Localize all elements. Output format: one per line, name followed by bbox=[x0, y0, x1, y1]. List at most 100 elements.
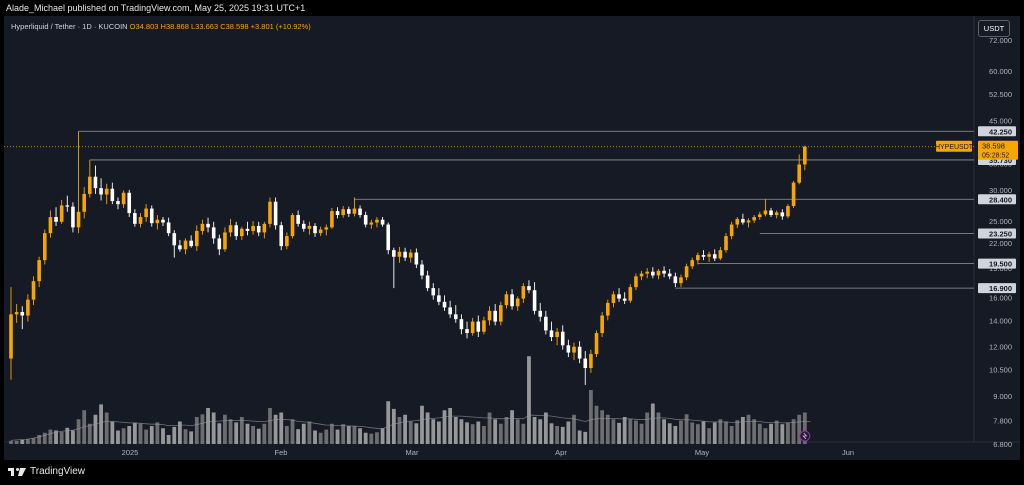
candle-body bbox=[476, 321, 481, 332]
volume-bar bbox=[375, 432, 379, 444]
candle-body bbox=[544, 316, 548, 331]
candle-body bbox=[217, 238, 222, 250]
volume-bar bbox=[741, 417, 745, 444]
volume-bar bbox=[313, 430, 317, 444]
candle-body bbox=[712, 254, 717, 259]
candle-body bbox=[425, 275, 430, 289]
volume-bar bbox=[352, 426, 357, 444]
volume-bar bbox=[667, 423, 672, 444]
volume-bar bbox=[679, 420, 683, 444]
volume-bar bbox=[256, 428, 261, 444]
x-tick-label: 2025 bbox=[122, 448, 139, 457]
volume-bar bbox=[54, 430, 58, 444]
volume-bar bbox=[448, 408, 453, 444]
candle-body bbox=[330, 211, 334, 228]
volume-bar bbox=[290, 419, 295, 444]
symbol-tag: HYPEUSDT bbox=[935, 144, 974, 151]
volume-bar bbox=[324, 429, 329, 444]
volume-bar bbox=[408, 421, 413, 444]
volume-bar bbox=[403, 414, 407, 444]
candle-body bbox=[431, 288, 436, 296]
candle-body bbox=[617, 294, 621, 299]
volume-bar bbox=[31, 438, 36, 444]
level-label-bg bbox=[978, 126, 1016, 137]
y-tick-label: 25.000 bbox=[989, 217, 1012, 226]
volume-bar bbox=[572, 414, 576, 444]
y-tick-label: 14.000 bbox=[989, 316, 1012, 325]
candle-body bbox=[690, 260, 695, 267]
candle-body bbox=[774, 212, 779, 216]
volume-bar bbox=[527, 356, 531, 444]
candle-body bbox=[746, 220, 751, 223]
tradingview-brand[interactable]: TradingView bbox=[8, 466, 85, 477]
y-tick-label: 60.000 bbox=[989, 67, 1012, 76]
volume-bar bbox=[712, 422, 717, 444]
candle-body bbox=[651, 271, 655, 276]
candle-body bbox=[482, 320, 486, 332]
volume-bar bbox=[155, 422, 160, 444]
volume-bar bbox=[532, 417, 537, 444]
candle-body bbox=[155, 219, 160, 224]
volume-bar bbox=[262, 423, 267, 444]
chart-panel[interactable]: 72.00060.00052.50045.00035.00030.00025.0… bbox=[4, 16, 1020, 460]
candlestick-chart[interactable]: 72.00060.00052.50045.00035.00030.00025.0… bbox=[4, 16, 1020, 460]
level-label: 35.730 bbox=[989, 156, 1012, 165]
candle-body bbox=[386, 224, 391, 251]
volume-bar bbox=[386, 401, 391, 444]
candle-body bbox=[487, 310, 492, 321]
candle-body bbox=[88, 176, 92, 194]
volume-bar bbox=[594, 405, 599, 444]
candle-body bbox=[634, 276, 638, 288]
volume-bar bbox=[791, 419, 796, 444]
candle-body bbox=[696, 255, 700, 261]
candle-body bbox=[82, 193, 86, 212]
volume-bar bbox=[279, 412, 284, 444]
candle-body bbox=[48, 217, 53, 234]
volume-bar bbox=[132, 422, 137, 444]
candle-body bbox=[577, 346, 582, 359]
volume-bar bbox=[752, 419, 757, 444]
candle-body bbox=[583, 358, 588, 368]
volume-bar bbox=[99, 404, 103, 444]
level-label: 16.900 bbox=[989, 284, 1012, 293]
volume-bar bbox=[200, 414, 205, 444]
candle-body bbox=[538, 310, 543, 317]
y-tick-label: 30.000 bbox=[989, 186, 1012, 195]
volume-bar bbox=[14, 440, 19, 444]
volume-bar bbox=[138, 423, 143, 444]
volume-bar bbox=[684, 414, 689, 444]
candle-body bbox=[296, 215, 300, 224]
volume-bar bbox=[335, 429, 340, 444]
x-tick-label: Feb bbox=[275, 448, 288, 457]
volume-bar bbox=[650, 403, 655, 444]
volume-bar bbox=[459, 419, 464, 444]
volume-bar bbox=[268, 408, 272, 444]
current-price-label-bg bbox=[978, 140, 1018, 160]
volume-bar bbox=[172, 426, 177, 444]
volume-bar bbox=[9, 440, 13, 444]
tradingview-logo-icon bbox=[8, 467, 26, 476]
volume-bar bbox=[645, 412, 650, 444]
volume-bar bbox=[189, 431, 194, 444]
volume-bar bbox=[510, 410, 514, 444]
y-tick-label: 6.800 bbox=[993, 440, 1012, 449]
candle-body bbox=[735, 219, 740, 225]
candle-body bbox=[791, 182, 796, 207]
volume-bar bbox=[588, 390, 593, 444]
candle-body bbox=[301, 223, 306, 229]
volume-bar bbox=[414, 423, 419, 444]
volume-bar bbox=[37, 435, 42, 444]
candle-body bbox=[752, 217, 756, 221]
currency-button[interactable]: USDT bbox=[978, 20, 1010, 37]
candle-body bbox=[656, 270, 661, 276]
candle-body bbox=[104, 188, 109, 195]
candle-body bbox=[133, 213, 137, 224]
level-label-bg bbox=[978, 228, 1016, 239]
candle-body bbox=[14, 312, 19, 315]
candle-body bbox=[223, 232, 227, 250]
candle-body bbox=[268, 201, 272, 224]
legend-close: C38.598 bbox=[220, 22, 249, 31]
brand-name: TradingView bbox=[30, 466, 86, 477]
candle-body bbox=[313, 225, 317, 234]
volume-bar bbox=[707, 428, 712, 444]
